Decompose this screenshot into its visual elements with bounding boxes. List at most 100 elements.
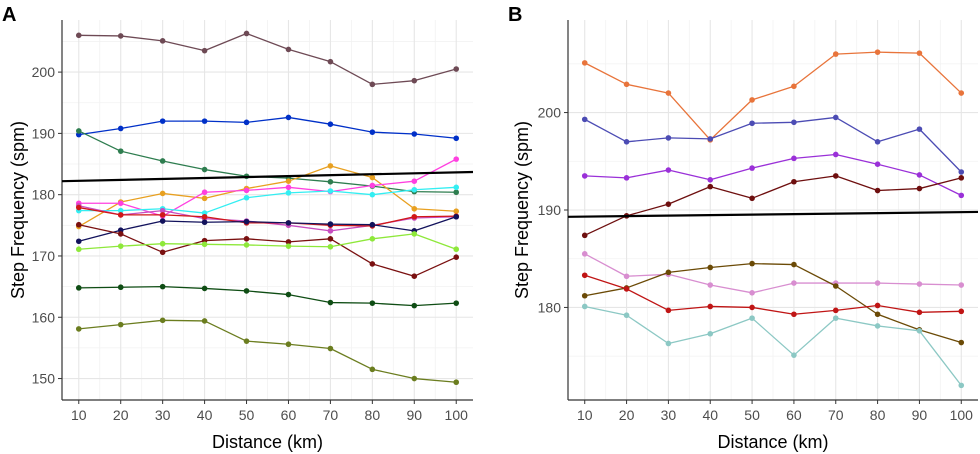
x-tick-label: 70 — [828, 407, 844, 423]
data-point — [749, 165, 755, 171]
data-point — [791, 280, 797, 286]
data-point — [285, 239, 292, 245]
series-line — [584, 51, 962, 141]
x-tick-label: 90 — [406, 407, 422, 423]
data-point — [411, 77, 418, 84]
data-point — [327, 179, 334, 185]
data-point — [832, 173, 839, 179]
data-point — [916, 185, 923, 192]
series-a-12 — [75, 283, 460, 309]
chart-panel-a: 150 160 170 180 190 200 10 20 30 40 50 60 70 80 90 100… — [8, 20, 474, 452]
y-ticks-a: 150 160 170 180 190 200 — [32, 64, 62, 387]
series-line — [584, 153, 962, 196]
data-point — [117, 125, 124, 132]
data-point — [791, 311, 797, 318]
data-point — [749, 260, 755, 267]
data-point — [916, 309, 923, 316]
y-tick-label: 180 — [32, 187, 56, 203]
data-point — [916, 172, 923, 178]
x-tick-label: 20 — [113, 407, 129, 423]
data-point — [958, 175, 965, 181]
series-line — [584, 262, 962, 344]
data-point — [75, 204, 82, 211]
data-point — [285, 341, 292, 348]
data-point — [832, 315, 839, 321]
series-b-7 — [581, 272, 965, 318]
data-point — [623, 175, 630, 181]
series-b-2 — [581, 114, 965, 175]
data-point — [201, 195, 208, 202]
data-point — [285, 178, 292, 184]
data-point — [201, 213, 208, 220]
y-tick-label: 190 — [538, 202, 562, 218]
y-tick-label: 160 — [32, 309, 56, 325]
x-tick-label: 70 — [323, 407, 339, 423]
series-line — [78, 116, 457, 139]
x-tick-label: 10 — [71, 407, 87, 423]
x-tick-label: 80 — [365, 407, 381, 423]
data-point — [665, 201, 672, 207]
data-point — [665, 307, 672, 314]
x-tick-label: 30 — [661, 407, 677, 423]
data-point — [623, 286, 630, 292]
data-point — [117, 321, 124, 328]
data-point — [665, 269, 672, 276]
series-a-10 — [75, 221, 460, 279]
data-point — [874, 311, 881, 318]
chart-panel-b: 180 190 200 10 20 30 40 50 60 70 80 90 100 Distance… — [512, 20, 979, 452]
series-a-13 — [75, 317, 460, 386]
data-point — [453, 213, 460, 220]
y-tick-label: 200 — [32, 64, 56, 80]
data-point — [369, 300, 376, 306]
data-point — [581, 303, 588, 310]
data-point — [453, 184, 460, 191]
series-line — [584, 305, 962, 386]
data-point — [916, 281, 923, 287]
data-point — [874, 280, 881, 286]
series-b-3 — [581, 151, 965, 199]
x-axis-title-b: Distance (km) — [717, 432, 828, 452]
trend-line-a — [61, 170, 474, 183]
data-point — [707, 303, 714, 310]
data-point — [916, 126, 923, 132]
x-tick-label: 90 — [912, 407, 928, 423]
data-point — [75, 221, 82, 228]
data-point — [327, 243, 334, 250]
x-tick-label: 50 — [744, 407, 760, 423]
data-point — [285, 243, 292, 249]
data-point — [958, 382, 965, 389]
data-point — [874, 302, 881, 309]
data-point — [117, 200, 124, 207]
data-point — [707, 264, 714, 271]
x-tick-label: 40 — [702, 407, 718, 423]
data-point — [874, 187, 881, 194]
data-point — [369, 236, 376, 242]
x-ticks-b: 10 20 30 40 50 60 70 80 90 100 — [577, 400, 973, 423]
x-axis-title-a: Distance (km) — [212, 432, 323, 452]
data-point — [791, 352, 797, 358]
x-tick-label: 50 — [239, 407, 255, 423]
data-point — [707, 136, 714, 142]
data-point — [958, 90, 965, 96]
data-point — [201, 219, 208, 226]
data-point — [75, 128, 82, 134]
data-point — [75, 285, 82, 291]
data-point — [201, 47, 208, 54]
data-point — [453, 246, 460, 253]
data-point — [791, 83, 797, 90]
data-point — [201, 285, 208, 292]
data-point — [665, 135, 672, 141]
data-point — [749, 304, 755, 311]
data-point — [369, 182, 376, 189]
series-group-b — [581, 49, 965, 389]
data-point — [453, 156, 460, 162]
data-point — [453, 379, 460, 386]
data-point — [285, 46, 292, 53]
data-point — [243, 187, 250, 194]
data-point — [117, 33, 124, 39]
series-b-8 — [581, 303, 965, 389]
data-point — [243, 194, 250, 201]
data-point — [369, 174, 376, 181]
data-point — [749, 315, 755, 321]
data-point — [159, 317, 166, 324]
